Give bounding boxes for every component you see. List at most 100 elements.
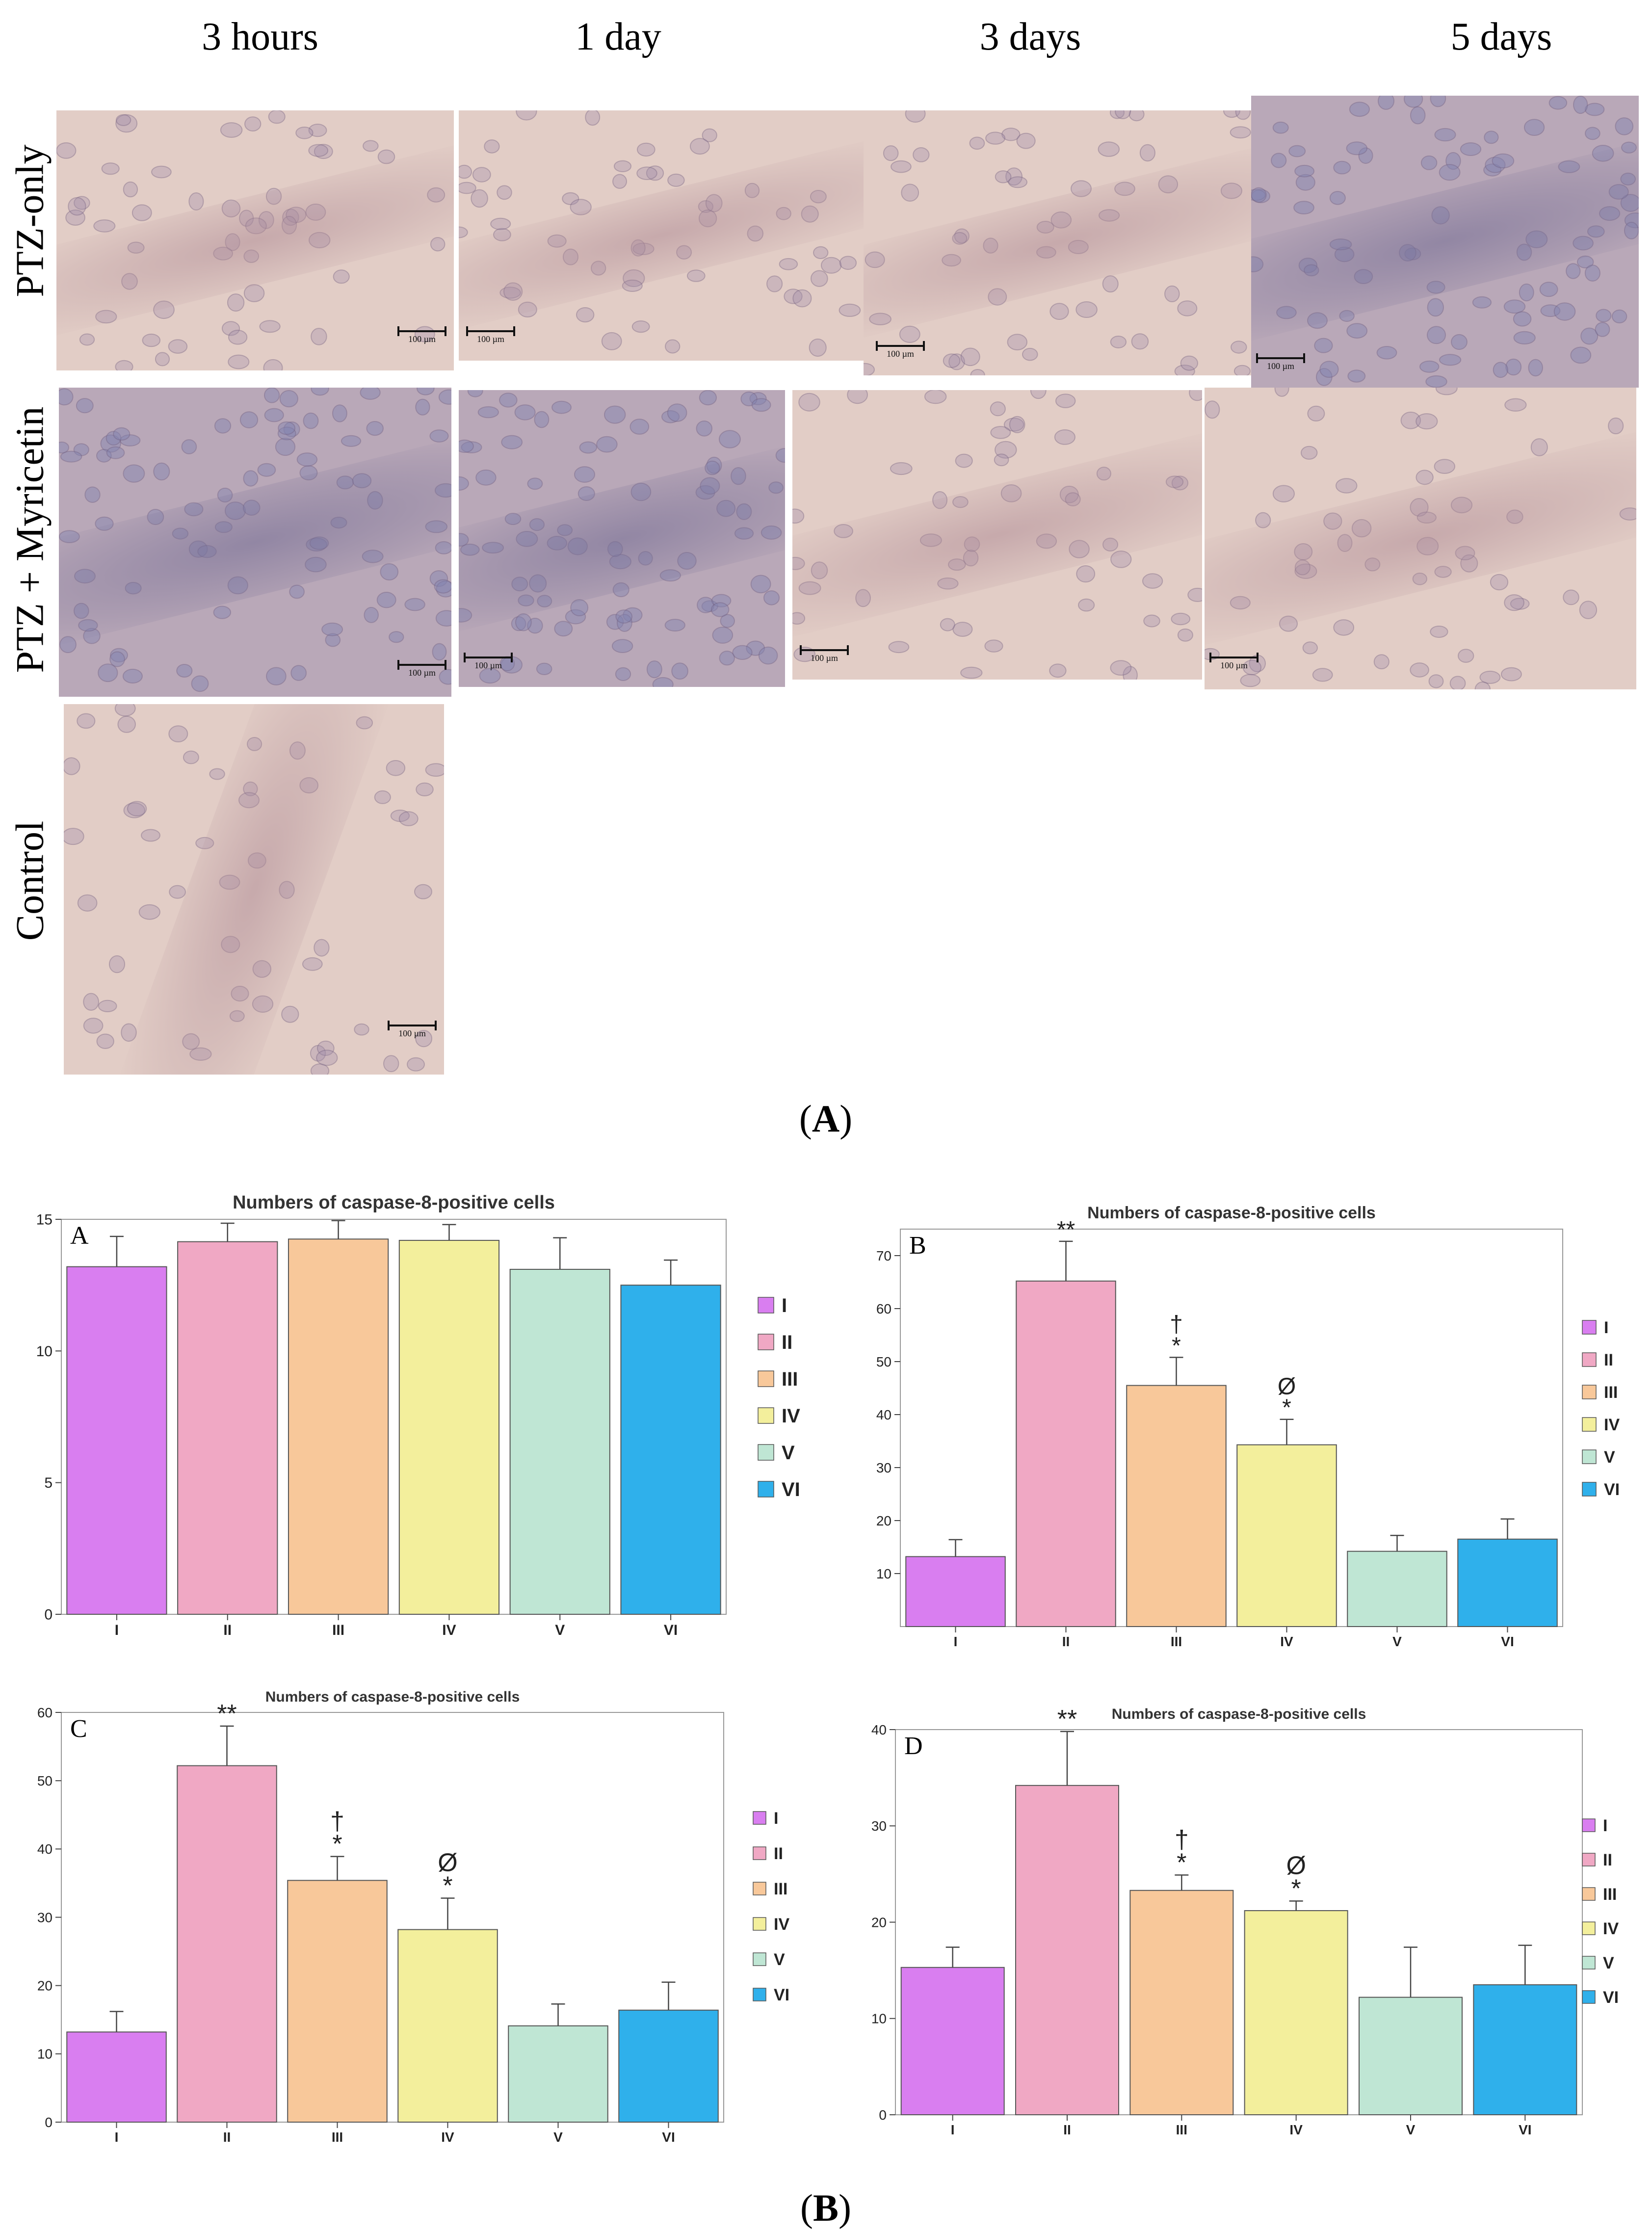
bar-III	[1126, 1385, 1227, 1627]
x-tick-label: V	[555, 1622, 565, 1638]
significance-marker: *	[1291, 1874, 1301, 1903]
legend-swatch-V	[753, 1952, 766, 1966]
y-tick-label: 30	[876, 1460, 892, 1475]
significance-marker: *	[1172, 1333, 1181, 1359]
legend-label: II	[774, 1844, 783, 1863]
bar-IV	[1244, 1910, 1348, 2115]
legend-swatch-V	[758, 1444, 774, 1461]
legend-label: VI	[1604, 1480, 1620, 1499]
x-tick-label: V	[1406, 2122, 1416, 2137]
y-tick-label: 30	[871, 1818, 887, 1834]
scale-bar: 100 µm	[466, 326, 515, 346]
legend-label: III	[774, 1880, 787, 1898]
bar-chart-a: Numbers of caspase-8-positive cells A 0 5 10…	[36, 1192, 800, 1638]
legend-label: III	[1603, 1885, 1617, 1904]
bar-V	[508, 2025, 608, 2123]
bar-VI	[618, 2009, 719, 2123]
y-tick-label: 10	[36, 1343, 52, 1360]
legend-label: VI	[1603, 1988, 1619, 2007]
x-tick-label: VI	[664, 1622, 678, 1638]
legend-label: I	[774, 1809, 778, 1828]
legend-label: IV	[1603, 1919, 1619, 1938]
bar-IV	[397, 1929, 498, 2123]
legend-swatch-II	[1582, 1853, 1596, 1866]
bar-VI	[1473, 1984, 1577, 2115]
legend-label: I	[1603, 1816, 1607, 1835]
x-tick-label: I	[115, 2129, 119, 2145]
y-tick-label: 40	[37, 1841, 52, 1857]
significance-marker: †	[1170, 1312, 1183, 1338]
bar-II	[177, 1241, 278, 1615]
legend-label: III	[1604, 1383, 1618, 1402]
micrograph-ptz-only-3-days: 100 µm	[864, 110, 1251, 375]
micrograph-control: 100 µm	[64, 704, 444, 1075]
micrograph-myricetin-3-days: 100 µm	[792, 390, 1202, 680]
micrograph-ptz-only-3-hours: 100 µm	[56, 110, 454, 370]
bar-I	[900, 1967, 1005, 2115]
micrograph-ptz-only-5-days: 100 µm	[1251, 96, 1639, 388]
y-tick-label: 70	[876, 1248, 892, 1263]
legend-swatch-III	[758, 1370, 774, 1387]
micrograph-myricetin-3-hours: 100 µm	[59, 388, 451, 697]
legend-swatch-I	[1582, 1818, 1596, 1832]
y-tick-label: 0	[45, 2115, 52, 2130]
x-tick-label: I	[954, 1634, 958, 1649]
y-tick-label: 20	[876, 1513, 892, 1528]
y-tick-label: 50	[876, 1354, 892, 1369]
x-tick-label: II	[1062, 1634, 1070, 1649]
legend-swatch-IV	[1582, 1921, 1596, 1935]
x-tick-label: I	[951, 2122, 955, 2137]
legend-label: I	[1604, 1318, 1608, 1337]
legend-swatch-VI	[753, 1988, 766, 2001]
micrograph-myricetin-1-day: 100 µm	[459, 390, 785, 687]
legend-label: VI	[774, 1986, 789, 2004]
chart-title: Numbers of caspase-8-positive cells	[265, 1689, 520, 1705]
legend-swatch-II	[758, 1334, 774, 1350]
col-header-3-hours: 3 hours	[202, 15, 318, 58]
legend-swatch-I	[1582, 1320, 1597, 1335]
legend-label: II	[1604, 1351, 1613, 1369]
legend-swatch-I	[753, 1811, 766, 1825]
legend-label: III	[782, 1368, 798, 1390]
panel-letter: A	[70, 1222, 89, 1250]
col-header-3-days: 3 days	[979, 15, 1081, 58]
bar-IV	[1236, 1444, 1337, 1627]
significance-marker: †	[1175, 1826, 1189, 1854]
significance-marker: *	[443, 1872, 452, 1900]
x-tick-label: II	[1063, 2122, 1071, 2137]
x-tick-label: II	[223, 2129, 231, 2145]
panel-caption-a: (A)	[799, 1097, 853, 1140]
bar-I	[66, 2031, 167, 2123]
y-tick-label: 60	[876, 1301, 892, 1316]
x-tick-label: IV	[441, 2129, 454, 2145]
significance-marker: *	[332, 1830, 342, 1859]
legend-label: IV	[1604, 1416, 1620, 1434]
y-tick-label: 50	[37, 1773, 52, 1788]
plot-frame	[61, 1219, 727, 1615]
chart-title: Numbers of caspase-8-positive cells	[233, 1192, 555, 1213]
significance-marker: **	[217, 1700, 236, 1728]
legend-swatch-VI	[1582, 1482, 1597, 1497]
bar-V	[509, 1268, 610, 1615]
bar-III	[287, 1880, 388, 2123]
legend-swatch-II	[753, 1846, 766, 1860]
bar-II	[177, 1765, 277, 2123]
x-tick-label: III	[1171, 1634, 1182, 1649]
legend-label: VI	[782, 1479, 800, 1500]
bar-I	[905, 1556, 1006, 1627]
bar-chart-b: Numbers of caspase-8-positive cells B 10 20…	[876, 1204, 1620, 1649]
scale-bar: 100 µm	[397, 660, 446, 680]
scale-bar: 100 µm	[464, 653, 513, 672]
x-tick-label: IV	[1280, 1634, 1293, 1649]
legend-label: V	[774, 1950, 785, 1969]
col-header-5-days: 5 days	[1450, 15, 1552, 58]
significance-marker: Ø	[1278, 1374, 1296, 1400]
chart-title: Numbers of caspase-8-positive cells	[1087, 1204, 1376, 1222]
legend-label: II	[1603, 1851, 1612, 1869]
legend-swatch-VI	[1582, 1990, 1596, 2004]
x-tick-label: I	[115, 1622, 119, 1638]
legend-swatch-VI	[758, 1481, 774, 1498]
scale-bar: 100 µm	[388, 1021, 437, 1040]
bar-II	[1016, 1280, 1116, 1627]
x-tick-label: III	[332, 2129, 343, 2145]
